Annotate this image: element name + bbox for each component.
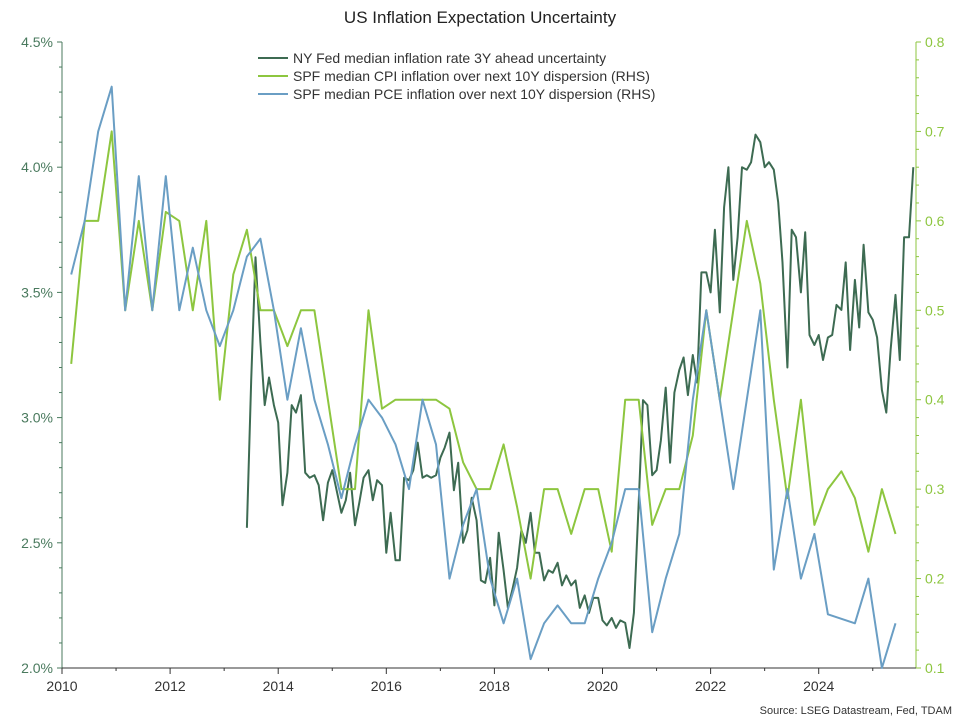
x-tick-label: 2012 bbox=[155, 678, 186, 694]
series-line-1 bbox=[245, 133, 915, 649]
x-tick-label: 2010 bbox=[46, 678, 77, 694]
series-line-2 bbox=[70, 130, 897, 580]
left-tick-label: 3.0% bbox=[21, 410, 53, 426]
legend-label-2: SPF median CPI inflation over next 10Y d… bbox=[293, 68, 650, 84]
source-note: Source: LSEG Datastream, Fed, TDAM bbox=[760, 705, 952, 717]
legend-label-3: SPF median PCE inflation over next 10Y d… bbox=[293, 86, 655, 102]
legend: NY Fed median inflation rate 3Y ahead un… bbox=[258, 50, 655, 102]
series-line-3 bbox=[70, 85, 897, 669]
right-tick-label: 0.7 bbox=[925, 123, 945, 139]
x-tick-label: 2024 bbox=[803, 678, 834, 694]
axes: 2.0% 2.5% 3.0% 3.5% 4.0% 4.5% 0.1 0.2 0.3 0.4 0.5 0… bbox=[21, 34, 945, 694]
left-tick-label: 3.5% bbox=[21, 284, 53, 300]
right-tick-label: 0.5 bbox=[925, 302, 945, 318]
legend-label-1: NY Fed median inflation rate 3Y ahead un… bbox=[293, 50, 606, 66]
series-layer bbox=[70, 85, 915, 669]
left-tick-label: 4.0% bbox=[21, 159, 53, 175]
right-tick-label: 0.4 bbox=[925, 392, 945, 408]
x-tick-label: 2016 bbox=[371, 678, 402, 694]
right-tick-label: 0.1 bbox=[925, 660, 945, 676]
right-tick-label: 0.6 bbox=[925, 213, 945, 229]
chart-title: US Inflation Expectation Uncertainty bbox=[344, 8, 617, 27]
right-tick-label: 0.8 bbox=[925, 34, 945, 50]
left-tick-label: 4.5% bbox=[21, 34, 53, 50]
left-tick-label: 2.0% bbox=[21, 660, 53, 676]
x-tick-label: 2018 bbox=[479, 678, 510, 694]
x-tick-label: 2014 bbox=[263, 678, 294, 694]
right-tick-label: 0.2 bbox=[925, 571, 945, 587]
left-tick-label: 2.5% bbox=[21, 535, 53, 551]
x-tick-label: 2020 bbox=[587, 678, 618, 694]
x-tick-label: 2022 bbox=[695, 678, 726, 694]
right-tick-label: 0.3 bbox=[925, 481, 945, 497]
